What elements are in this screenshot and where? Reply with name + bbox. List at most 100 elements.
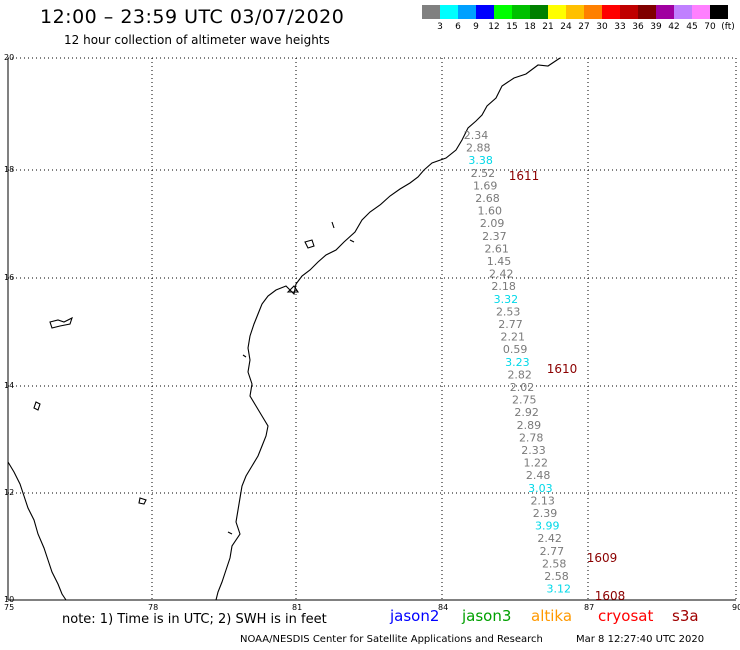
scale-label: 12 bbox=[488, 22, 500, 32]
swh-value: 2.68 bbox=[475, 192, 500, 205]
swh-value: 2.92 bbox=[514, 406, 539, 419]
scale-swatch-16 bbox=[710, 5, 728, 19]
lat-lon-grid bbox=[8, 57, 737, 600]
satellite-s3a: s3a bbox=[672, 607, 699, 625]
swh-value: 2.42 bbox=[537, 532, 562, 545]
scale-swatch-9 bbox=[584, 5, 602, 19]
swh-value: 3.32 bbox=[494, 293, 519, 306]
swh-value: 2.02 bbox=[510, 381, 535, 394]
pass-time-label: 1609 bbox=[587, 551, 618, 565]
island-6 bbox=[349, 239, 355, 243]
color-scale-labels: 3 6 9 12 15 18 21 24 27 30 33 36 39 42 45 70 (ft) bbox=[422, 22, 740, 34]
scale-swatch-8 bbox=[566, 5, 584, 19]
island-8 bbox=[227, 531, 233, 535]
swh-value: 2.77 bbox=[498, 318, 523, 331]
pass-time-labels: 1611 1610 1609 1608 bbox=[509, 169, 626, 603]
scale-label: 24 bbox=[560, 22, 572, 32]
y-tick-label: 18 bbox=[4, 165, 15, 174]
scale-swatch-4 bbox=[494, 5, 512, 19]
coastline-west bbox=[7, 461, 67, 601]
scale-swatch-5 bbox=[512, 5, 530, 19]
island-2 bbox=[33, 401, 41, 411]
satellite-jason3: jason3 bbox=[462, 607, 512, 625]
swh-value: 2.53 bbox=[496, 305, 521, 318]
swh-value: 2.52 bbox=[471, 167, 496, 180]
swh-value: 2.48 bbox=[526, 469, 551, 482]
scale-swatch-2 bbox=[458, 5, 476, 19]
scale-label: 15 bbox=[506, 22, 518, 32]
swh-value: 3.23 bbox=[505, 356, 530, 369]
scale-label: 21 bbox=[542, 22, 554, 32]
scale-swatch-15 bbox=[692, 5, 710, 19]
scale-swatch-7 bbox=[548, 5, 566, 19]
scale-label: 45 bbox=[686, 22, 698, 32]
satellite-cryosat: cryosat bbox=[598, 607, 654, 625]
map-subtitle: 12 hour collection of altimeter wave hei… bbox=[64, 33, 330, 47]
island-4 bbox=[304, 239, 315, 249]
swh-value: 2.88 bbox=[466, 142, 491, 155]
swh-value: 2.39 bbox=[533, 507, 558, 520]
x-tick-label: 81 bbox=[292, 603, 303, 612]
x-tick-label: 84 bbox=[438, 603, 449, 612]
pass-time-label: 1611 bbox=[509, 169, 540, 183]
scale-label: 39 bbox=[650, 22, 662, 32]
swh-value: 2.09 bbox=[480, 217, 505, 230]
scale-label: 33 bbox=[614, 22, 626, 32]
island-1 bbox=[49, 316, 73, 329]
swh-value: 2.61 bbox=[484, 242, 509, 255]
x-tick-label: 78 bbox=[148, 603, 159, 612]
swh-value: 2.89 bbox=[517, 419, 542, 432]
island-9 bbox=[286, 285, 300, 293]
swh-value: 2.82 bbox=[507, 368, 532, 381]
x-tick-label: 87 bbox=[584, 603, 595, 612]
scale-label: 30 bbox=[596, 22, 608, 32]
swh-value: 2.13 bbox=[530, 494, 555, 507]
scale-swatch-6 bbox=[530, 5, 548, 19]
scale-label: (ft) bbox=[721, 22, 735, 32]
pass-time-label: 1610 bbox=[547, 362, 578, 376]
frame bbox=[7, 58, 736, 601]
scale-swatch-0 bbox=[422, 5, 440, 19]
color-scale bbox=[422, 5, 728, 19]
swh-value: 3.03 bbox=[528, 482, 553, 495]
swh-value: 2.77 bbox=[540, 545, 565, 558]
scale-label: 9 bbox=[473, 22, 479, 32]
island-3 bbox=[138, 497, 147, 505]
scale-label: 36 bbox=[632, 22, 644, 32]
swh-value: 2.78 bbox=[519, 431, 544, 444]
x-tick-label: 90 bbox=[732, 603, 740, 612]
swh-value: 2.18 bbox=[491, 280, 516, 293]
island-5 bbox=[331, 221, 335, 229]
scale-label: 6 bbox=[455, 22, 461, 32]
credit-text: NOAA/NESDIS Center for Satellite Applica… bbox=[240, 634, 543, 645]
island-7 bbox=[242, 354, 247, 358]
swh-value: 1.45 bbox=[487, 255, 512, 268]
scale-swatch-1 bbox=[440, 5, 458, 19]
swh-value: 2.75 bbox=[512, 394, 537, 407]
swh-value: 2.33 bbox=[521, 444, 546, 457]
swh-value: 2.37 bbox=[482, 230, 507, 243]
y-tick-label: 14 bbox=[4, 381, 15, 390]
scale-label: 18 bbox=[524, 22, 536, 32]
swh-value: 3.12 bbox=[547, 583, 572, 596]
satellite-altika: altika bbox=[531, 607, 573, 625]
scale-label: 27 bbox=[578, 22, 590, 32]
y-tick-label: 20 bbox=[4, 53, 15, 62]
y-tick-label: 12 bbox=[4, 488, 15, 497]
satellite-jason2: jason2 bbox=[390, 607, 440, 625]
swh-value: 2.21 bbox=[501, 331, 526, 344]
scale-swatch-12 bbox=[638, 5, 656, 19]
x-tick-label: 75 bbox=[4, 603, 15, 612]
scale-label: 42 bbox=[668, 22, 680, 32]
swh-value: 2.42 bbox=[489, 268, 514, 281]
scale-swatch-3 bbox=[476, 5, 494, 19]
scale-swatch-10 bbox=[602, 5, 620, 19]
swh-value: 0.59 bbox=[503, 343, 528, 356]
swh-value: 1.60 bbox=[478, 205, 503, 218]
scale-label: 70 bbox=[704, 22, 716, 32]
scale-swatch-14 bbox=[674, 5, 692, 19]
swh-value: 1.22 bbox=[524, 457, 549, 470]
swh-value: 2.58 bbox=[542, 557, 567, 570]
swh-value: 3.99 bbox=[535, 520, 560, 533]
